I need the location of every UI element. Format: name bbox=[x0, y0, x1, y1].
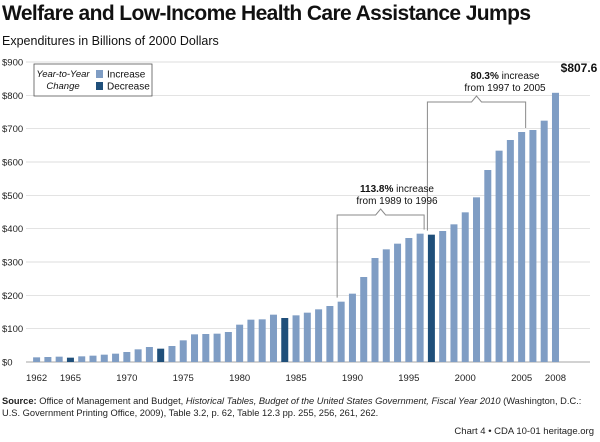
bar-1977 bbox=[202, 334, 210, 362]
bar-1997 bbox=[427, 234, 435, 362]
source-text-italic: Historical Tables, Budget of the United … bbox=[185, 396, 501, 406]
bar-1970 bbox=[123, 352, 131, 362]
y-tick-label: $100 bbox=[2, 324, 23, 335]
bar-1996 bbox=[416, 233, 424, 362]
bar-1979 bbox=[224, 332, 232, 362]
bar-2004 bbox=[506, 140, 514, 362]
bar-1978 bbox=[213, 333, 221, 362]
bar-1980 bbox=[236, 324, 244, 362]
bar-1994 bbox=[394, 243, 402, 362]
bar-2000 bbox=[461, 212, 469, 362]
bar-1998 bbox=[439, 231, 447, 362]
bar-2006 bbox=[529, 130, 537, 362]
annotation-1989-1996-rest: increase bbox=[393, 184, 434, 195]
bar-1993 bbox=[382, 249, 390, 362]
bar-1964 bbox=[55, 356, 63, 362]
bar-1995 bbox=[405, 238, 413, 362]
bar-1999 bbox=[450, 224, 458, 362]
bar-1967 bbox=[89, 355, 97, 362]
bar-1990 bbox=[348, 293, 356, 362]
bracket-1997-2005 bbox=[426, 95, 527, 231]
legend-increase-swatch bbox=[96, 70, 103, 78]
x-tick-label: 1985 bbox=[285, 373, 306, 384]
bar-chart: $0 $100 $200 $300 $400 $500 $600 $700 $800 $900 19… bbox=[2, 58, 598, 385]
y-tick-label: $700 bbox=[2, 124, 23, 135]
bar-1963 bbox=[44, 357, 52, 362]
bar-1975 bbox=[179, 340, 187, 362]
x-tick-label: 2000 bbox=[455, 373, 476, 384]
final-value-label: $807.6 bbox=[561, 61, 598, 75]
bar-2002 bbox=[484, 170, 492, 362]
x-tick-label: 2008 bbox=[545, 373, 566, 384]
bar-1988 bbox=[326, 306, 334, 362]
x-tick-label: 1970 bbox=[116, 373, 137, 384]
bar-1966 bbox=[78, 356, 86, 362]
source-label: Source: bbox=[2, 396, 37, 406]
bar-layer bbox=[33, 92, 559, 363]
bar-1992 bbox=[371, 258, 379, 362]
bar-1969 bbox=[112, 353, 120, 362]
axis-layer: $0 $100 $200 $300 $400 $500 $600 $700 $800 $900 19… bbox=[2, 58, 566, 385]
x-tick-label: 2005 bbox=[511, 373, 532, 384]
annotation-1989-1996-pct: 113.8% bbox=[360, 184, 393, 195]
x-tick-label: 1995 bbox=[398, 373, 419, 384]
annotation-1997-2005-line2: from 1997 to 2005 bbox=[464, 83, 546, 94]
annotation-1997-2005-line1: 80.3% increase bbox=[471, 71, 540, 82]
x-tick-label: 1962 bbox=[26, 373, 47, 384]
footer-credit: Chart 4 • CDA 10-01 heritage.org bbox=[454, 426, 594, 437]
x-tick-label: 1965 bbox=[60, 373, 81, 384]
y-tick-label: $400 bbox=[2, 224, 23, 235]
bar-1983 bbox=[269, 314, 277, 362]
x-tick-label: 1980 bbox=[229, 373, 250, 384]
x-tick-label: 1975 bbox=[173, 373, 194, 384]
bracket-layer bbox=[336, 95, 527, 298]
bar-1971 bbox=[134, 349, 142, 362]
annotation-1997-2005-rest: increase bbox=[499, 71, 540, 82]
source-text-part2: (Washington, D.C.: U.S. Government Print… bbox=[2, 396, 582, 418]
legend-decrease-swatch bbox=[96, 82, 103, 90]
bar-1962 bbox=[33, 357, 41, 362]
bar-1991 bbox=[360, 277, 368, 362]
bar-1987 bbox=[315, 309, 323, 362]
bar-1989 bbox=[337, 301, 345, 362]
bar-1965 bbox=[66, 357, 74, 362]
legend-heading-line2: Change bbox=[46, 81, 79, 92]
y-tick-label: $0 bbox=[2, 358, 13, 369]
bar-1985 bbox=[292, 315, 300, 362]
annotation-1997-2005-pct: 80.3% bbox=[471, 71, 499, 82]
y-tick-label: $300 bbox=[2, 258, 23, 269]
annotation-1989-1996-line1: 113.8% increase bbox=[360, 184, 434, 195]
y-tick-label: $800 bbox=[2, 91, 23, 102]
bar-1974 bbox=[168, 346, 176, 362]
y-tick-label: $900 bbox=[2, 58, 23, 69]
legend-decrease-label: Decrease bbox=[107, 82, 150, 93]
bar-1968 bbox=[100, 354, 108, 362]
y-tick-label: $500 bbox=[2, 191, 23, 202]
bar-1972 bbox=[145, 347, 153, 362]
legend-box bbox=[33, 63, 153, 97]
bar-2007 bbox=[540, 120, 548, 363]
y-tick-label: $200 bbox=[2, 291, 23, 302]
legend: Year-to-Year Change Increase Decrease bbox=[33, 63, 153, 97]
bar-2003 bbox=[495, 150, 503, 362]
legend-increase-label: Increase bbox=[107, 70, 146, 81]
chart-title: Welfare and Low-Income Health Care Assis… bbox=[2, 2, 531, 25]
bar-1981 bbox=[247, 319, 255, 362]
bar-1986 bbox=[303, 312, 311, 362]
legend-heading-line1: Year-to-Year bbox=[36, 69, 90, 80]
source-text-part1: Office of Management and Budget, bbox=[36, 396, 186, 406]
y-tick-label: $600 bbox=[2, 158, 23, 169]
source-note: Source: Office of Management and Budget,… bbox=[2, 395, 598, 419]
annotation-1989-1996-line2: from 1989 to 1996 bbox=[356, 196, 438, 207]
bar-2001 bbox=[473, 197, 481, 362]
bar-2008 bbox=[551, 92, 559, 363]
bar-1976 bbox=[191, 334, 199, 362]
bar-1984 bbox=[281, 318, 289, 362]
bracket-1989-1996 bbox=[336, 208, 425, 298]
chart-subtitle: Expenditures in Billions of 2000 Dollars bbox=[2, 34, 219, 48]
bar-1982 bbox=[258, 319, 266, 362]
bar-1973 bbox=[157, 348, 165, 362]
x-tick-label: 1990 bbox=[342, 373, 363, 384]
bar-2005 bbox=[518, 132, 526, 362]
